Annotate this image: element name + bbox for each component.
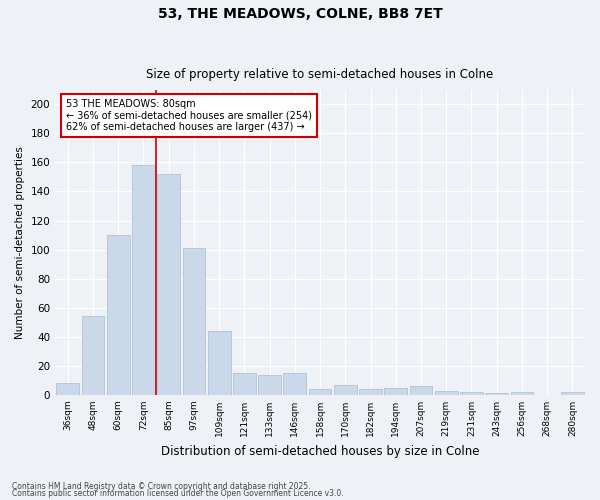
Text: Contains public sector information licensed under the Open Government Licence v3: Contains public sector information licen… [12, 489, 344, 498]
Bar [334, 385, 356, 395]
Text: 53 THE MEADOWS: 80sqm
← 36% of semi-detached houses are smaller (254)
62% of sem: 53 THE MEADOWS: 80sqm ← 36% of semi-deta… [66, 99, 312, 132]
Bar [435, 390, 458, 395]
Bar [511, 392, 533, 395]
Bar [258, 374, 281, 395]
Bar [107, 235, 130, 395]
Bar [157, 174, 180, 395]
Bar [385, 388, 407, 395]
Bar [485, 394, 508, 395]
Bar [460, 392, 483, 395]
Bar [208, 331, 230, 395]
Bar [359, 389, 382, 395]
Bar [132, 166, 155, 395]
Text: 53, THE MEADOWS, COLNE, BB8 7ET: 53, THE MEADOWS, COLNE, BB8 7ET [158, 8, 442, 22]
Bar [410, 386, 433, 395]
Bar [82, 316, 104, 395]
Bar [56, 384, 79, 395]
Bar [561, 392, 584, 395]
Bar [283, 373, 306, 395]
Bar [182, 248, 205, 395]
X-axis label: Distribution of semi-detached houses by size in Colne: Distribution of semi-detached houses by … [161, 444, 479, 458]
Title: Size of property relative to semi-detached houses in Colne: Size of property relative to semi-detach… [146, 68, 494, 81]
Bar [309, 389, 331, 395]
Y-axis label: Number of semi-detached properties: Number of semi-detached properties [15, 146, 25, 339]
Bar [233, 373, 256, 395]
Text: Contains HM Land Registry data © Crown copyright and database right 2025.: Contains HM Land Registry data © Crown c… [12, 482, 311, 491]
